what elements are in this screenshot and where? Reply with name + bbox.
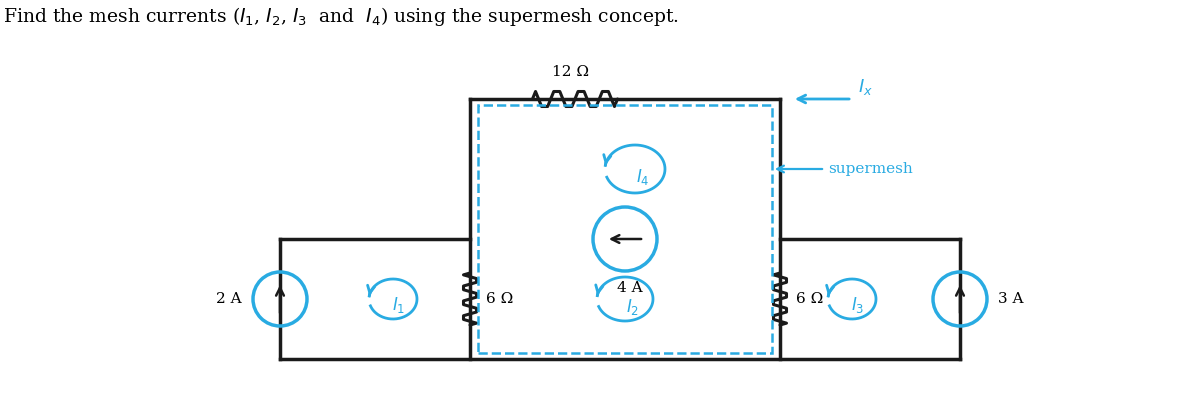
Text: $I_4$: $I_4$ — [636, 167, 649, 187]
Text: supermesh: supermesh — [828, 162, 913, 176]
Text: 3 A: 3 A — [998, 292, 1024, 306]
Text: 4 A: 4 A — [617, 281, 643, 295]
Text: $I_3$: $I_3$ — [851, 295, 865, 315]
Text: 2 A: 2 A — [216, 292, 242, 306]
Text: $I_2$: $I_2$ — [626, 297, 640, 317]
Text: $I_x$: $I_x$ — [858, 77, 872, 97]
Text: 6 Ω: 6 Ω — [486, 292, 514, 306]
Text: Find the mesh currents ($I_1$, $I_2$, $I_3$  and  $I_4$) using the supermesh con: Find the mesh currents ($I_1$, $I_2$, $I… — [2, 4, 679, 28]
Text: $I_1$: $I_1$ — [392, 295, 406, 315]
Text: 12 Ω: 12 Ω — [552, 65, 588, 79]
Text: 6 Ω: 6 Ω — [796, 292, 823, 306]
